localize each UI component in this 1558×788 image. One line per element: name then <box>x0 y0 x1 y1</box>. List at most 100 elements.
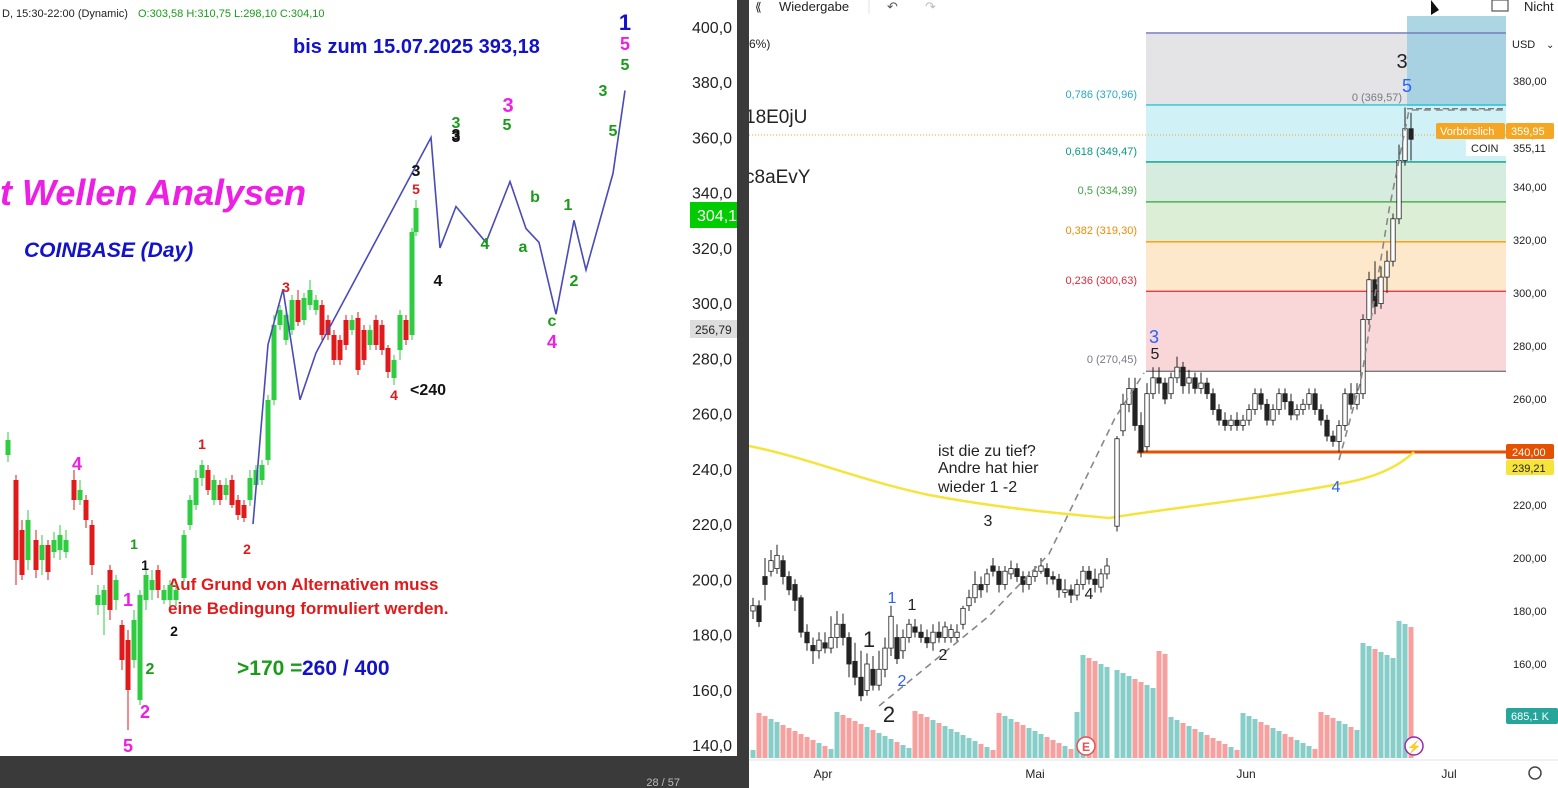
right-candle-body <box>1288 401 1294 416</box>
right-candle-body <box>1342 393 1348 426</box>
wave-label: 5 <box>412 181 420 197</box>
volume-bar <box>1168 717 1174 758</box>
volume-bar <box>1162 654 1168 758</box>
toolbar-right-label[interactable]: Nicht <box>1524 0 1554 14</box>
currency-selector[interactable]: USD <box>1512 39 1535 51</box>
volume-bar <box>1258 722 1264 758</box>
volume-bar <box>1192 729 1198 758</box>
right-candle-body <box>1044 568 1050 577</box>
left-candle-body <box>211 480 217 500</box>
right-candle-body <box>762 576 768 585</box>
chevron-down-icon[interactable]: ⌄ <box>1546 40 1554 51</box>
wave-label: 4 <box>390 387 398 403</box>
left-candle-body <box>331 335 337 360</box>
rewind-icon[interactable]: ⟪ <box>755 0 762 14</box>
wave-label: 2 <box>170 623 178 639</box>
checkbox-icon[interactable] <box>1491 0 1509 12</box>
earnings-marker-icon[interactable] <box>1076 736 1096 756</box>
right-candle-body <box>1216 409 1222 421</box>
left-y-tick: 300,0 <box>692 296 732 313</box>
right-candle-body <box>1068 589 1074 596</box>
volume-bar <box>1318 712 1324 758</box>
volume-bar <box>1396 621 1402 758</box>
left-candle-body <box>223 485 229 495</box>
wave-label: 3 <box>599 83 608 100</box>
volume-bar <box>1032 731 1038 758</box>
right-candle-body <box>1306 393 1312 405</box>
volume-bar <box>996 713 1002 758</box>
wave-label: 3 <box>412 163 421 180</box>
volume-bar <box>1228 747 1234 758</box>
right-candles <box>750 107 1414 702</box>
right-candle-body <box>1092 578 1098 585</box>
undo-icon[interactable]: ↶ <box>887 0 898 14</box>
right-candle-body <box>960 607 966 625</box>
right-candle-body <box>1276 393 1282 411</box>
condition-b: 260 / 400 <box>302 657 390 680</box>
left-candle-body <box>95 595 101 605</box>
target-label: bis zum 15.07.2025 393,18 <box>293 36 540 58</box>
volume-bar <box>834 712 840 758</box>
redo-icon[interactable]: ↷ <box>925 0 936 14</box>
right-y-tick: 180,00 <box>1513 606 1547 618</box>
wave-label: 1 <box>141 557 149 573</box>
left-chart-svg: 28 / 57 D, 15:30-22:00 (Dynamic) O:303,5… <box>0 0 737 788</box>
left-candle-body <box>283 315 289 340</box>
volume-bar <box>1204 735 1210 758</box>
volume-bar <box>1044 737 1050 758</box>
event-lightning-icon[interactable] <box>1404 736 1424 756</box>
right-candle-body <box>768 560 774 572</box>
volume-bar <box>1104 667 1110 758</box>
left-candle-body <box>51 540 57 552</box>
right-candle-body <box>1204 382 1210 395</box>
volume-bar <box>912 711 918 758</box>
note-line-2: eine Bedingung formuliert werden. <box>168 599 449 618</box>
right-candle-body <box>972 584 978 599</box>
volume-bar <box>1068 749 1074 758</box>
panel-divider[interactable] <box>737 0 749 788</box>
elliott-wave-chart[interactable]: 28 / 57 D, 15:30-22:00 (Dynamic) O:303,5… <box>0 0 737 788</box>
right-candle-body <box>882 647 888 670</box>
lightning-glyph: ⚡ <box>1407 740 1422 754</box>
volume-bar <box>1080 655 1086 758</box>
right-candle-body <box>1120 403 1126 432</box>
wave-path <box>252 90 626 525</box>
volume-bar <box>1276 731 1282 758</box>
right-candle-body <box>1348 393 1354 405</box>
replay-button[interactable]: Wiedergabe <box>779 0 849 14</box>
right-candle-body <box>786 576 792 591</box>
right-candle-body <box>1074 584 1080 596</box>
ohlc-values: O:303,58 H:310,75 L:298,10 C:304,10 <box>138 8 325 20</box>
right-candle-body <box>1210 393 1216 411</box>
level-23921: 239,21 <box>1512 463 1546 475</box>
tradingview-chart[interactable]: 0,786 (370,96) 0,618 (349,47) 0,5 (334,3… <box>749 0 1558 788</box>
right-candle-body <box>1246 409 1252 421</box>
volume-bar <box>1186 726 1192 758</box>
wave-label-2-blue: 2 <box>898 673 907 690</box>
right-candle-body <box>810 645 816 652</box>
left-candle-body <box>57 535 63 550</box>
right-y-tick: 380,00 <box>1513 76 1547 88</box>
volume-bar <box>1330 718 1336 758</box>
wave-label: 3 <box>452 115 461 132</box>
wave-label-5-mid: 5 <box>1151 346 1160 363</box>
volume-bar <box>1336 721 1342 758</box>
volume-bar <box>936 723 942 758</box>
volume-badge: 685,1 K <box>1511 711 1550 723</box>
right-candle-body <box>774 554 780 569</box>
projection-line-2 <box>1338 109 1544 461</box>
volume-bar <box>1384 655 1390 758</box>
left-candle-body <box>241 505 247 518</box>
settings-gear-icon[interactable] <box>1528 766 1542 780</box>
wave-label: 4 <box>72 454 82 474</box>
left-candle-body <box>45 545 51 572</box>
fib-236-label: 0,236 (300,63) <box>1065 275 1137 287</box>
left-candle-body <box>247 478 253 500</box>
left-candle-body <box>131 620 137 660</box>
left-candle-body <box>397 315 403 350</box>
right-candle-body <box>780 560 786 577</box>
fib-500-label: 0,5 (334,39) <box>1078 185 1137 197</box>
right-candle-body <box>1186 377 1192 384</box>
left-candle-body <box>83 500 89 520</box>
volume-bar <box>906 748 912 758</box>
